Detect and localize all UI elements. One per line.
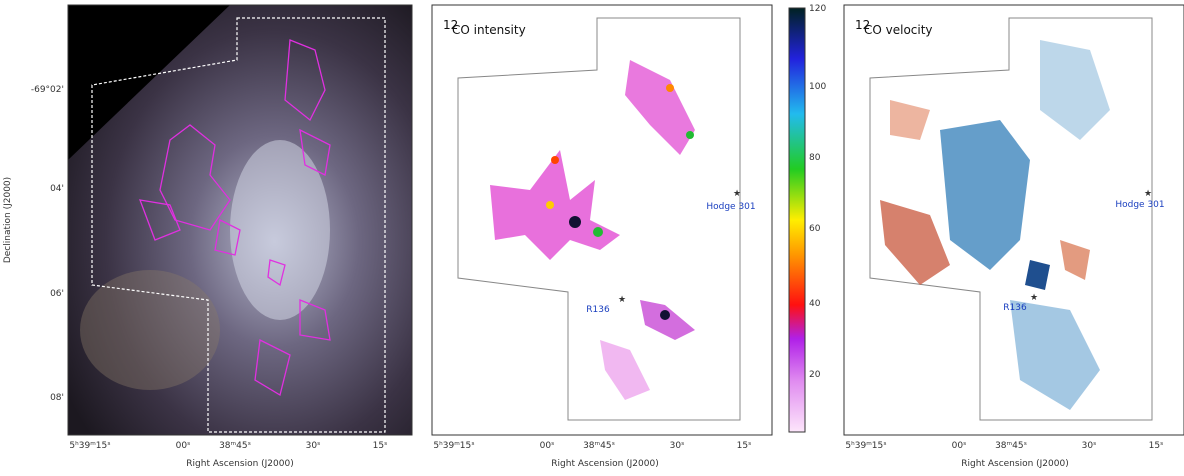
colorbar-tick: 40 (809, 299, 821, 309)
x-tick-label: 5ʰ39ᵐ15ˢ (845, 441, 886, 451)
x-axis-label: Right Ascension (J2000) (186, 459, 293, 469)
y-tick-label: 08' (50, 393, 64, 403)
source-label: Hodge 301 (1115, 200, 1164, 210)
colorbar-tick: 120 (809, 4, 826, 14)
svg-text:★: ★ (1030, 293, 1038, 303)
x-tick-label: 38ᵐ45ˢ (995, 441, 1027, 451)
svg-text:★: ★ (618, 295, 626, 305)
panel-title: CO velocity (864, 23, 933, 37)
x-tick-label: 38ᵐ45ˢ (583, 441, 615, 451)
figure: Declination (J2000) -69°02' 04' 06' 08' … (0, 0, 1184, 472)
x-axis-label: Right Ascension (J2000) (551, 459, 658, 469)
colorbar-tick: 60 (809, 224, 821, 234)
panel-velocity: ★ ★ 12 CO velocity Hodge 301 R136 5ʰ39ᵐ1… (844, 5, 1184, 469)
panel-intensity: ★ ★ 12 CO intensity Hodge 301 R136 5ʰ39ᵐ… (432, 4, 826, 469)
x-axis-label: Right Ascension (J2000) (961, 459, 1068, 469)
x-tick-label: 00ˢ (540, 441, 555, 451)
svg-text:★: ★ (733, 189, 741, 199)
colorbar-tick: 20 (809, 370, 821, 380)
y-tick-label: 04' (50, 184, 64, 194)
x-tick-label: 30ˢ (670, 441, 685, 451)
colorbar-tick: 100 (809, 82, 826, 92)
page: {"panels":[ {"y_label":"Declination (J20… (0, 0, 1184, 472)
source-label: R136 (586, 305, 610, 315)
x-tick-label: 5ʰ39ᵐ15ˢ (433, 441, 474, 451)
colorbar (789, 8, 805, 432)
y-axis-label: Declination (J2000) (3, 177, 13, 263)
x-tick-label: 00ˢ (952, 441, 967, 451)
x-tick-label: 38ᵐ45ˢ (219, 441, 251, 451)
svg-text:★: ★ (1144, 189, 1152, 199)
colorbar-tick: 80 (809, 153, 821, 163)
x-tick-label: 30ˢ (1082, 441, 1097, 451)
y-tick-label: -69°02' (31, 85, 64, 95)
x-tick-label: 5ʰ39ᵐ15ˢ (69, 441, 110, 451)
x-tick-label: 00ˢ (176, 441, 191, 451)
x-tick-label: 15ˢ (373, 441, 388, 451)
x-tick-label: 30ˢ (306, 441, 321, 451)
source-label: Hodge 301 (706, 202, 755, 212)
y-tick-label: 06' (50, 289, 64, 299)
panel-optical: Declination (J2000) -69°02' 04' 06' 08' … (3, 5, 412, 469)
x-tick-label: 15ˢ (737, 441, 752, 451)
panel-title: CO intensity (452, 23, 526, 37)
x-tick-label: 15ˢ (1149, 441, 1164, 451)
source-label: R136 (1003, 303, 1027, 313)
